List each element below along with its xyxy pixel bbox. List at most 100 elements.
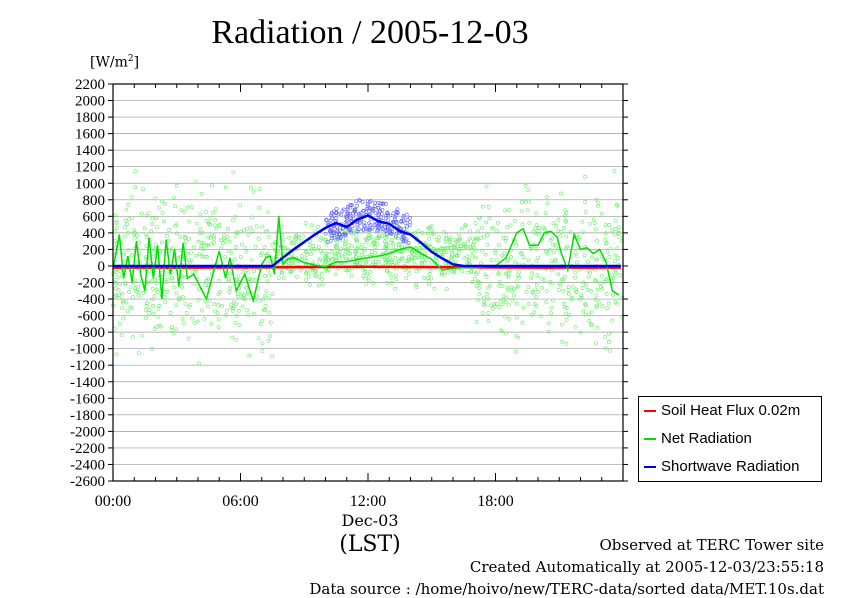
net-radiation-raw-point [238,203,243,208]
net-radiation-raw-point [221,232,226,237]
net-radiation-raw-point [113,239,117,243]
net-radiation-raw-point [521,255,526,260]
net-radiation-raw-point [599,284,603,289]
net-radiation-raw-point [294,274,299,279]
net-radiation-raw-point [190,270,195,274]
shortwave-raw-point [375,205,380,210]
net-radiation-raw-point [208,235,213,240]
net-radiation-raw-point [561,288,566,293]
shortwave-raw-point [339,212,343,217]
net-radiation-raw-point [419,260,424,265]
net-radiation-raw-point [410,258,414,263]
y-tick-label: 1400 [75,143,105,159]
net-radiation-raw-point [230,308,235,313]
net-radiation-raw-point [503,208,508,213]
net-radiation-raw-point [114,352,119,357]
y-tick-label: -2200 [70,441,105,457]
net-radiation-raw-point [548,279,552,284]
y-unit-suffix: ] [133,54,140,71]
net-radiation-raw-point [371,281,376,286]
net-radiation-raw-point [218,238,223,242]
net-radiation-raw-point [246,233,251,238]
net-radiation-raw-point [207,298,212,303]
net-radiation-raw-point [169,327,174,332]
net-radiation-raw-point [390,258,394,263]
net-radiation-raw-point [204,278,209,283]
shortwave-raw-point [334,225,339,230]
net-radiation-raw-point [366,278,371,283]
net-radiation-raw-point [480,248,484,253]
net-radiation-raw-point [353,250,357,255]
net-radiation-raw-point [299,254,304,258]
net-radiation-raw-point [245,290,250,295]
net-radiation-raw-point [185,205,190,210]
net-radiation-raw-point [220,241,225,246]
net-radiation-raw-point [265,210,270,215]
net-radiation-raw-point [412,262,417,267]
net-radiation-raw-point [270,292,275,296]
net-radiation-raw-point [333,253,337,258]
net-radiation-raw-point [444,245,449,250]
net-radiation-raw-point [523,184,528,188]
net-radiation-raw-point [136,293,141,298]
net-radiation-raw-point [542,278,547,283]
y-tick-label: 600 [83,209,106,225]
net-radiation-raw-point [118,281,123,286]
net-radiation-raw-point [599,211,604,216]
net-radiation-raw-point [260,341,265,346]
net-radiation-raw-point [613,232,617,237]
net-radiation-raw-point [210,232,215,237]
net-radiation-raw-point [568,230,573,234]
net-radiation-raw-point [123,225,127,230]
shortwave-raw-point [355,229,360,234]
net-radiation-raw-point [120,291,124,296]
net-radiation-raw-point [329,250,334,255]
net-radiation-raw-point [168,311,173,315]
net-radiation-raw-point [354,232,359,237]
net-radiation-raw-point [526,188,531,193]
net-radiation-raw-point [594,305,599,310]
net-radiation-raw-point [199,254,204,259]
net-radiation-raw-point [349,244,354,249]
net-radiation-raw-point [594,279,598,283]
net-radiation-raw-point [125,309,130,314]
net-radiation-raw-point [534,223,539,227]
shortwave-raw-point [358,211,363,216]
net-radiation-raw-point [514,349,519,354]
net-radiation-raw-point [167,247,172,252]
shortwave-raw-point [332,213,337,218]
net-radiation-raw-point [500,284,505,288]
net-radiation-raw-point [220,304,224,308]
net-radiation-raw-point [373,259,378,264]
net-radiation-raw-point [505,257,510,262]
net-radiation-raw-point [245,308,249,312]
net-radiation-raw-point [484,184,489,189]
net-radiation-raw-point [579,293,584,298]
net-radiation-raw-point [465,254,470,259]
net-radiation-raw-point [127,290,131,294]
net-radiation-raw-point [514,243,519,248]
net-radiation-raw-point [254,224,259,229]
net-radiation-raw-point [557,288,561,292]
net-radiation-raw-points [111,169,625,366]
net-radiation-raw-point [348,251,352,256]
net-radiation-raw-point [238,229,243,234]
net-radiation-raw-point [513,260,518,264]
net-radiation-raw-point [453,246,457,250]
net-radiation-raw-point [607,223,612,227]
net-radiation-raw-point [473,255,478,260]
net-radiation-raw-point [289,253,294,258]
net-radiation-raw-point [562,301,566,306]
net-radiation-raw-point [133,185,138,190]
shortwave-raw-point [377,222,382,227]
net-radiation-raw-point [150,297,155,302]
net-radiation-raw-point [478,236,483,240]
net-radiation-raw-point [320,282,325,287]
net-radiation-raw-point [301,234,306,239]
shortwave-raw-point [393,234,398,239]
net-radiation-raw-point [214,226,219,231]
shortwave-raw-point [323,231,328,236]
shortwave-raw-point [345,215,349,220]
net-radiation-raw-point [204,218,209,223]
